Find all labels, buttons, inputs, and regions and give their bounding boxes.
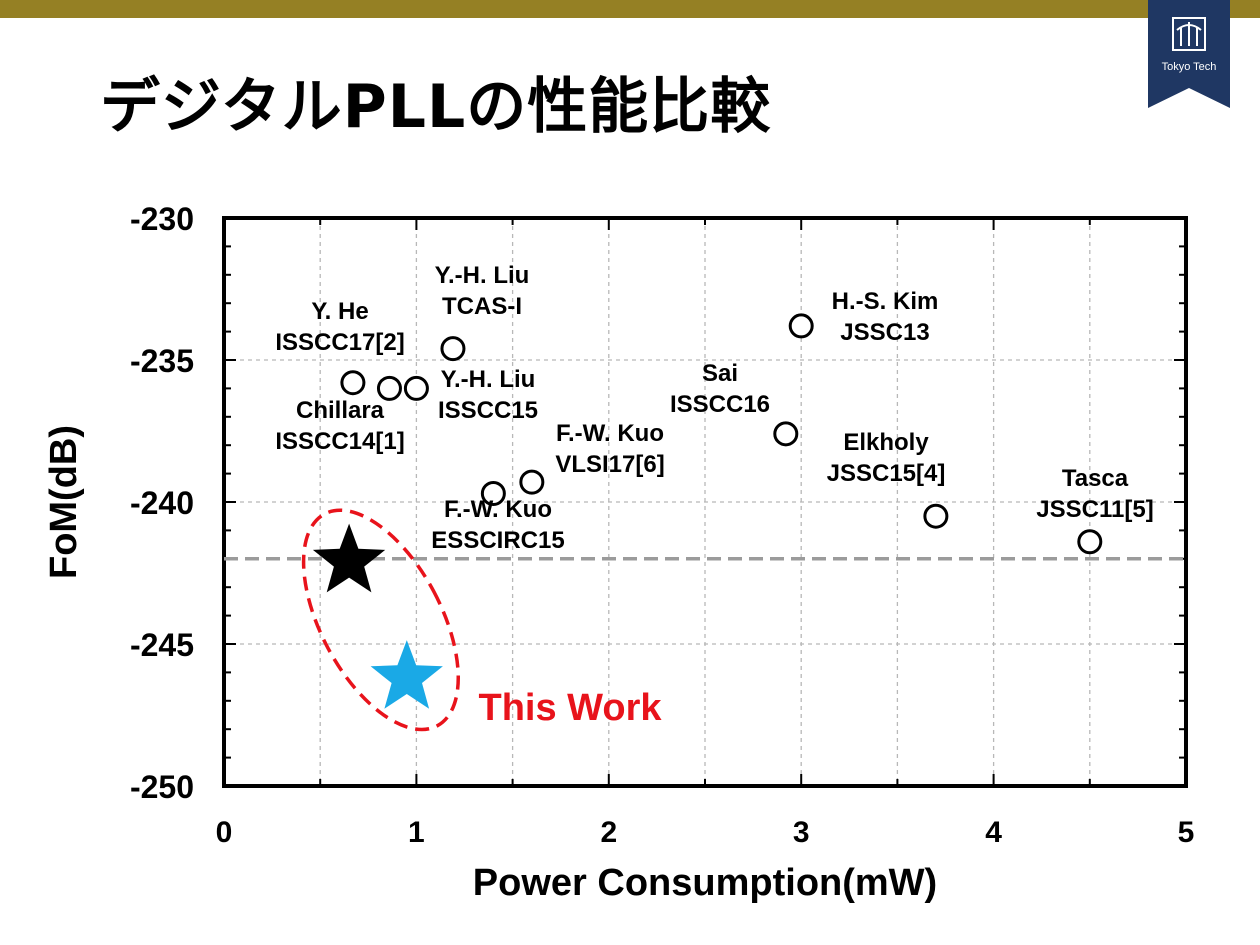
point-label: JSSC15[4] — [827, 460, 946, 487]
y-tick-label: -250 — [130, 769, 194, 805]
y-tick-label: -240 — [130, 485, 194, 521]
y-tick-label: -230 — [130, 201, 194, 237]
this-work-label: This Work — [479, 687, 663, 729]
top-accent-bar — [0, 0, 1260, 18]
data-point — [788, 313, 814, 339]
data-point — [519, 469, 545, 495]
tokyo-tech-logo: Tokyo Tech — [1148, 0, 1230, 108]
point-label: VLSI17[6] — [555, 451, 664, 478]
x-tick-label: 5 — [1178, 816, 1195, 849]
x-tick-label: 3 — [793, 816, 810, 849]
point-label: H.-S. Kim — [832, 288, 939, 315]
point-label: ESSCIRC15 — [431, 527, 564, 554]
data-point — [923, 503, 949, 529]
black-star-marker — [312, 523, 386, 593]
point-label: Tasca — [1062, 465, 1129, 492]
point-label: F.-W. Kuo — [444, 496, 552, 523]
y-axis-label: FoM(dB) — [43, 425, 85, 579]
x-tick-label: 1 — [408, 816, 425, 849]
point-label: ISSCC15 — [438, 397, 538, 424]
y-tick-label: -235 — [130, 343, 194, 379]
point-label: ISSCC16 — [670, 391, 770, 418]
point-label: Y.-H. Liu — [441, 366, 536, 393]
point-label: Chillara — [296, 397, 385, 424]
point-label: JSSC11[5] — [1036, 496, 1153, 523]
x-tick-label: 0 — [216, 816, 233, 849]
data-point — [403, 375, 429, 401]
this-work-ellipse — [301, 508, 461, 732]
x-axis-label: Power Consumption(mW) — [473, 862, 937, 904]
point-label: ISSCC17[2] — [275, 329, 404, 356]
point-label: Elkholy — [843, 429, 929, 456]
data-point — [480, 480, 506, 506]
data-point — [376, 375, 402, 401]
blue-star-marker — [370, 640, 443, 709]
point-label: ISSCC14[1] — [275, 428, 404, 455]
point-label: F.-W. Kuo — [556, 420, 664, 447]
y-tick-label: -245 — [130, 627, 194, 663]
x-tick-label: 2 — [600, 816, 617, 849]
data-point — [440, 336, 466, 362]
data-point — [773, 421, 799, 447]
point-label: Y.-H. Liu — [435, 262, 530, 289]
plot-frame — [222, 216, 1188, 788]
data-point — [340, 370, 366, 396]
point-label: TCAS-I — [442, 293, 522, 320]
point-label: Y. He — [311, 298, 368, 325]
point-label: JSSC13 — [840, 319, 929, 346]
logo-text: Tokyo Tech — [1162, 61, 1217, 73]
data-point — [1077, 529, 1103, 555]
x-tick-label: 4 — [985, 816, 1002, 849]
point-label: Sai — [702, 360, 738, 387]
page-title: デジタルPLLの性能比較 — [100, 72, 772, 142]
